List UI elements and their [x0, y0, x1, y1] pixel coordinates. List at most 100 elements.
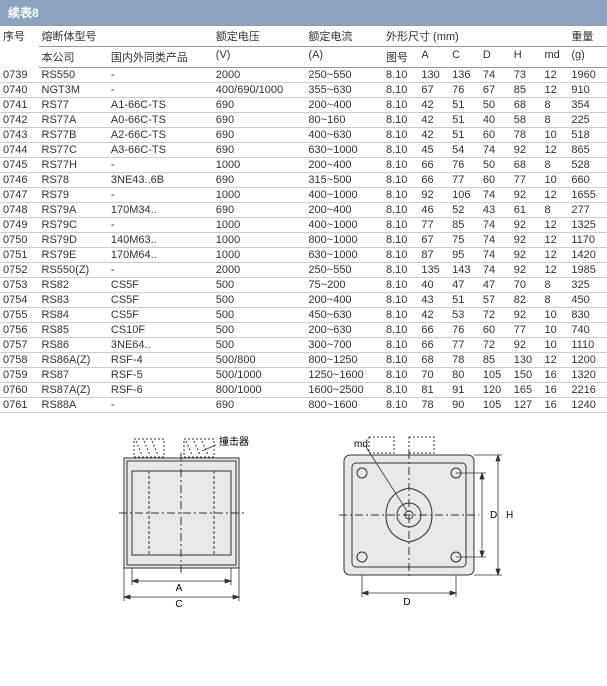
table-cell: 92	[511, 143, 542, 158]
table-cell: 12	[541, 218, 568, 233]
table-cell: 0747	[0, 188, 39, 203]
table-cell: 92	[511, 263, 542, 278]
table-cell: -	[108, 68, 213, 83]
table-cell: -	[108, 83, 213, 98]
table-cell: CS5F	[108, 293, 213, 308]
table-cell: 0752	[0, 263, 39, 278]
table-cell: 300~700	[305, 338, 383, 353]
table-cell: 1000	[213, 188, 306, 203]
table-cell: 690	[213, 203, 306, 218]
table-cell: 42	[418, 128, 449, 143]
table-cell: A2-66C-TS	[108, 128, 213, 143]
table-cell: RS550	[39, 68, 108, 83]
table-cell: 12	[541, 188, 568, 203]
table-cell: 8	[541, 113, 568, 128]
table-cell: 8.10	[383, 248, 418, 263]
table-cell: 68	[511, 158, 542, 173]
table-cell: 70	[418, 368, 449, 383]
col-similar: 国内外同类产品	[108, 47, 213, 68]
table-cell: 8.10	[383, 308, 418, 323]
table-cell: 12	[541, 353, 568, 368]
table-cell: 528	[568, 158, 607, 173]
table-cell: 1960	[568, 68, 607, 83]
table-cell: 53	[449, 308, 480, 323]
table-cell: 0753	[0, 278, 39, 293]
table-cell: 77	[449, 173, 480, 188]
table-row: 0750RS79D140M63..1000800~10008.106775749…	[0, 233, 607, 248]
table-cell: 92	[511, 188, 542, 203]
table-cell: RS78	[39, 173, 108, 188]
table-cell: 690	[213, 98, 306, 113]
table-cell: CS5F	[108, 308, 213, 323]
dim-C-label: C	[175, 599, 182, 610]
table-cell: 76	[449, 158, 480, 173]
table-cell: 0746	[0, 173, 39, 188]
table-cell: 10	[541, 308, 568, 323]
table-cell: 8.10	[383, 338, 418, 353]
table-cell: RS87A(Z)	[39, 383, 108, 398]
table-cell: 60	[480, 128, 511, 143]
table-cell: 77	[449, 338, 480, 353]
table-cell: 135	[418, 263, 449, 278]
table-cell: 8	[541, 278, 568, 293]
table-body: 0739RS550-2000250~5508.10130136747312196…	[0, 68, 607, 413]
table-cell: 3NE64..	[108, 338, 213, 353]
table-cell: 200~400	[305, 158, 383, 173]
table-cell: RS82	[39, 278, 108, 293]
table-cell: 130	[418, 68, 449, 83]
table-cell: 200~400	[305, 293, 383, 308]
table-cell: 10	[541, 323, 568, 338]
table-cell: 136	[449, 68, 480, 83]
table-cell: 400~630	[305, 128, 383, 143]
table-row: 0740NGT3M-400/690/1000355~6308.106776678…	[0, 83, 607, 98]
table-cell: 70	[511, 278, 542, 293]
table-cell: 0757	[0, 338, 39, 353]
table-cell: 51	[449, 128, 480, 143]
table-cell: RS77A	[39, 113, 108, 128]
table-cell: 355~630	[305, 83, 383, 98]
dim-D-label-b: D	[403, 597, 410, 608]
table-cell: 16	[541, 383, 568, 398]
table-cell: 690	[213, 398, 306, 413]
table-row: 0757RS863NE64..500300~7008.1066777292101…	[0, 338, 607, 353]
table-cell: 910	[568, 83, 607, 98]
table-cell: 8.10	[383, 368, 418, 383]
table-cell: 60	[480, 173, 511, 188]
table-cell: 75	[449, 233, 480, 248]
table-row: 0754RS83CS5F500200~4008.10435157828450	[0, 293, 607, 308]
table-row: 0755RS84CS5F500450~6308.104253729210830	[0, 308, 607, 323]
table-row: 0742RS77AA0-66C-TS69080~1608.10425140588…	[0, 113, 607, 128]
table-cell: RS86	[39, 338, 108, 353]
table-cell: 8.10	[383, 233, 418, 248]
table-cell: 1420	[568, 248, 607, 263]
table-cell: 0743	[0, 128, 39, 143]
table-cell: 8.10	[383, 323, 418, 338]
table-cell: 10	[541, 338, 568, 353]
dim-H-label: H	[506, 510, 513, 521]
table-cell: 1000	[213, 248, 306, 263]
table-cell: 12	[541, 143, 568, 158]
table-cell: 42	[418, 113, 449, 128]
table-cell: 92	[511, 248, 542, 263]
table-cell: 60	[480, 323, 511, 338]
table-cell: A1-66C-TS	[108, 98, 213, 113]
table-cell: NGT3M	[39, 83, 108, 98]
table-cell: 1000	[213, 233, 306, 248]
col-weight: 重量	[568, 26, 607, 47]
table-cell: 1110	[568, 338, 607, 353]
table-cell: 800~1000	[305, 233, 383, 248]
table-cell: 8.10	[383, 98, 418, 113]
table-cell: 325	[568, 278, 607, 293]
table-cell: 8	[541, 98, 568, 113]
table-cell: 85	[449, 218, 480, 233]
table-row: 0749RS79C-1000400~10008.1077857492121325	[0, 218, 607, 233]
table-cell: 0742	[0, 113, 39, 128]
table-cell: RS79C	[39, 218, 108, 233]
table-cell: 8.10	[383, 158, 418, 173]
table-cell: 66	[418, 338, 449, 353]
table-cell: 170M64..	[108, 248, 213, 263]
table-cell: 76	[449, 83, 480, 98]
table-cell: 77	[511, 173, 542, 188]
table-cell: RS86A(Z)	[39, 353, 108, 368]
table-row: 0752RS550(Z)-2000250~5508.10135143749212…	[0, 263, 607, 278]
